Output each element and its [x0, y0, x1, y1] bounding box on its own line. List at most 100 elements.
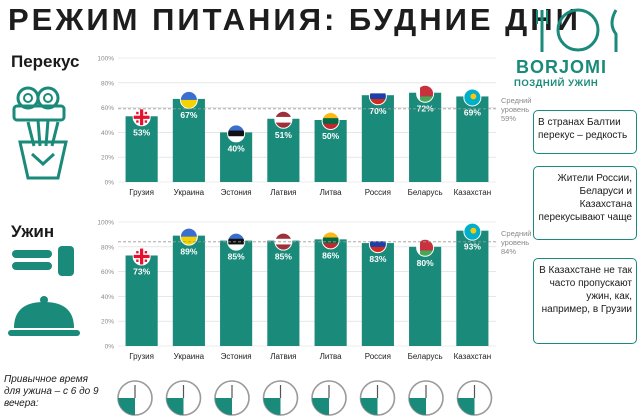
clock-icon: [262, 380, 299, 416]
snack-ytick-label: 60%: [101, 105, 114, 112]
kazakhstan-flag-icon: [463, 222, 482, 241]
clock-icon: [117, 380, 153, 416]
dinner-value-label: 85%: [275, 252, 292, 262]
clock-icon: [214, 380, 250, 416]
snack-category-label: Литва: [320, 188, 343, 197]
snack-bar: [456, 96, 489, 182]
kazakhstan-flag-icon: [463, 88, 482, 107]
dinner-bar: [267, 240, 300, 346]
snack-chart: 0% 20% 40% 60% 80% 100% 53% Грузия 67% Украина 40%…: [90, 50, 500, 210]
latvia-flag-icon: [274, 110, 293, 129]
dinner-category-label: Украина: [174, 352, 205, 361]
belarus-flag-icon: [416, 238, 435, 257]
snack-value-label: 70%: [369, 106, 386, 116]
estonia-flag-icon: [227, 124, 246, 143]
snack-category-label: Казахстан: [454, 188, 492, 197]
dinner-ytick-label: 60%: [101, 269, 114, 276]
plate-fork-knife-icon: [12, 246, 74, 276]
dinner-bar: [409, 246, 442, 346]
snack-category-label: Эстония: [221, 188, 252, 197]
snack-ytick-label: 80%: [101, 80, 114, 87]
georgia-flag-icon: [132, 247, 151, 266]
dinner-bar: [361, 243, 394, 346]
cloche-icon: [8, 296, 80, 336]
snack-ytick-label: 40%: [101, 130, 114, 137]
dinner-chart: 0% 20% 40% 60% 80% 100% 73% Грузия 89% Украина 85%…: [90, 214, 500, 374]
ukraine-flag-icon: [179, 227, 198, 246]
belarus-flag-icon: [416, 84, 435, 103]
snack-bar: [361, 95, 394, 182]
snack-ytick-label: 20%: [101, 155, 114, 162]
note-russia-belarus-kazakhstan: Жители России, Беларуси и Казахстана пер…: [533, 166, 637, 240]
clock-icon: [311, 380, 347, 416]
snack-value-label: 50%: [322, 131, 339, 141]
dinner-value-label: 73%: [133, 266, 150, 276]
georgia-flag-icon: [132, 108, 151, 127]
lithuania-flag-icon: [321, 231, 340, 250]
clock-icon: [456, 380, 493, 416]
snack-category-label: Латвия: [270, 188, 296, 197]
clock-icon: [165, 380, 202, 416]
snack-bar: [125, 116, 158, 182]
snack-bar: [172, 98, 205, 182]
snack-value-label: 69%: [464, 107, 481, 117]
dinner-category-label: Эстония: [221, 352, 252, 361]
dinner-time-clocks: [117, 380, 493, 416]
snack-category-label: Грузия: [129, 188, 154, 197]
snack-value-label: 40%: [228, 143, 245, 153]
note-kazakhstan-dinner: В Казахстане не так часто пропускают ужи…: [533, 258, 637, 344]
dinner-ytick-label: 100%: [97, 220, 114, 227]
dinner-value-label: 86%: [322, 250, 339, 260]
snack-bar: [314, 120, 347, 182]
snack-average-label: Средний уровень 59%: [501, 96, 532, 123]
snack-value-label: 51%: [275, 130, 292, 140]
logo-brand: BORJOMI: [516, 57, 608, 77]
ukraine-flag-icon: [179, 90, 198, 109]
dinner-ytick-label: 20%: [101, 319, 114, 326]
clock-icon: [359, 380, 396, 416]
dinner-value-label: 89%: [180, 247, 197, 257]
snack-category-label: Беларусь: [408, 188, 443, 197]
dinner-bar: [220, 240, 253, 346]
dinner-category-label: Литва: [320, 352, 343, 361]
dinner-bar: [314, 239, 347, 346]
snack-chart-svg: 0% 20% 40% 60% 80% 100% 53% Грузия 67% Украина 40%…: [97, 56, 496, 197]
snack-category-label: Украина: [174, 188, 205, 197]
snack-value-label: 53%: [133, 127, 150, 137]
dinner-category-label: Грузия: [129, 352, 154, 361]
dinner-category-label: Латвия: [270, 352, 296, 361]
dinner-bar: [456, 230, 489, 346]
dinner-average-label: Средний уровень 84%: [501, 229, 532, 256]
page-title: РЕЖИМ ПИТАНИЯ: БУДНИЕ ДНИ: [8, 2, 581, 37]
dinner-category-label: Беларусь: [408, 352, 443, 361]
logo-subtitle: ПОЗДНИЙ УЖИН: [514, 78, 599, 89]
dinner-value-label: 83%: [369, 254, 386, 264]
dinner-value-label: 93%: [464, 242, 481, 252]
clock-icon: [408, 380, 444, 416]
russia-flag-icon: [368, 235, 387, 254]
dinner-value-label: 80%: [417, 258, 434, 268]
snack-value-label: 67%: [180, 110, 197, 120]
dinner-ytick-label: 0%: [105, 344, 115, 351]
dinner-bar: [172, 235, 205, 346]
borjomi-logo-icon: [536, 8, 618, 52]
dinner-bar: [125, 255, 158, 346]
snack-ytick-label: 0%: [105, 180, 115, 187]
dinner-category-label: Казахстан: [454, 352, 492, 361]
dinner-ytick-label: 80%: [101, 244, 114, 251]
note-baltic: В странах Балтии перекус – редкость: [533, 110, 637, 154]
snack-category-label: Россия: [365, 188, 391, 197]
snack-ytick-label: 100%: [97, 56, 114, 63]
snack-section-title: Перекус: [11, 52, 80, 71]
snack-bar: [409, 92, 442, 182]
snack-bar: [267, 118, 300, 182]
dinner-section-title: Ужин: [11, 222, 55, 241]
lithuania-flag-icon: [321, 112, 340, 130]
dinner-value-label: 85%: [228, 252, 245, 262]
russia-flag-icon: [368, 87, 387, 106]
dinner-category-label: Россия: [365, 352, 391, 361]
dinner-ytick-label: 40%: [101, 294, 114, 301]
fries-icon: [18, 119, 68, 180]
dinner-chart-svg: 0% 20% 40% 60% 80% 100% 73% Грузия 89% Украина 85%…: [97, 220, 496, 361]
dinner-time-label: Привычное время для ужина – с 6 до 9 веч…: [4, 374, 99, 409]
